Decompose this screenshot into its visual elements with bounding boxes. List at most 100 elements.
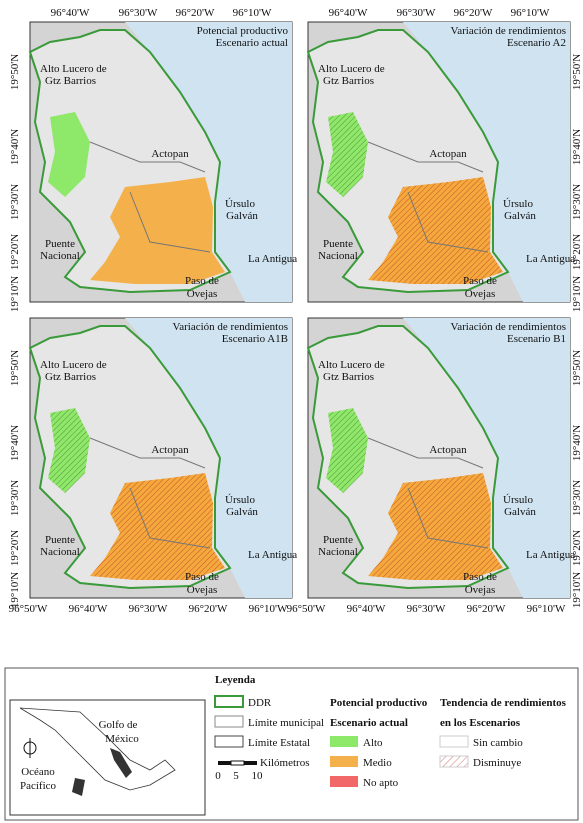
lon-label: 96°50'W (287, 603, 326, 615)
place-label: Puente (323, 238, 353, 250)
inset-label: Golfo de (99, 719, 138, 731)
lon-label: 96°20'W (454, 7, 493, 19)
legend-swatch (439, 755, 469, 768)
place-label: Alto Lucero de (318, 63, 385, 75)
lat-label: 19°40'N (9, 425, 21, 461)
place-label: Úrsulo (225, 198, 255, 210)
inset-region (72, 778, 85, 796)
scale-bar (218, 761, 231, 765)
place-label: Nacional (40, 546, 80, 558)
legend-frame (4, 667, 579, 821)
legend-swatch (214, 715, 244, 728)
panel-title: Escenario A1B (222, 333, 288, 345)
legend-heading: Tendencia de rendimientos (440, 697, 567, 709)
place-label: Paso de (463, 571, 497, 583)
high-zone (48, 408, 90, 493)
lon-label: 96°50'W (9, 603, 48, 615)
lon-label: 96°10'W (511, 7, 550, 19)
lat-label: 19°50'N (9, 350, 21, 386)
legend-swatch (330, 776, 358, 787)
lon-label: 96°40'W (347, 603, 386, 615)
panel-title: Escenario A2 (507, 37, 566, 49)
panel-title: Escenario actual (216, 37, 288, 49)
lon-label: 96°40'W (329, 7, 368, 19)
inset-mexico (19, 707, 176, 791)
municipal-line (407, 487, 489, 549)
place-label: Gtz Barrios (45, 75, 96, 87)
place-label: Úrsulo (503, 494, 533, 506)
legend-label: Alto (363, 737, 383, 749)
lat-label: 19°20'N (571, 234, 583, 270)
municipal-line (129, 487, 211, 549)
place-label: La Antigua (526, 549, 575, 561)
lat-label: 19°40'N (571, 425, 583, 461)
place-label: Galván (226, 506, 258, 518)
lat-label: 19°10'N (9, 276, 21, 312)
scale-bar (244, 761, 257, 765)
place-label: La Antigua (248, 549, 297, 561)
north-arrow (23, 738, 37, 758)
legend-label: No apto (363, 777, 399, 789)
place-label: La Antigua (526, 253, 575, 265)
panel-title: Escenario B1 (507, 333, 566, 345)
scale-tick: 10 (252, 770, 264, 782)
legend-label: Límite municipal (248, 717, 324, 729)
scale-tick: 5 (233, 770, 239, 782)
legend-swatch (330, 756, 358, 767)
place-label: Alto Lucero de (40, 359, 107, 371)
place-label: Ovejas (187, 288, 218, 300)
legend-heading: Escenario actual (330, 717, 408, 729)
place-label: Actopan (151, 444, 189, 456)
place-label: Puente (323, 534, 353, 546)
municipal-line (407, 191, 489, 253)
panel-title: Variación de rendimientos (451, 321, 566, 333)
high-zone (48, 112, 90, 197)
lat-label: 19°10'N (571, 276, 583, 312)
place-label: Úrsulo (503, 198, 533, 210)
legend-swatch (330, 736, 358, 747)
place-label: Gtz Barrios (323, 75, 374, 87)
lon-label: 96°20'W (176, 7, 215, 19)
place-label: Paso de (185, 275, 219, 287)
lat-label: 19°50'N (571, 54, 583, 90)
place-label: Actopan (429, 444, 467, 456)
medium-zone (368, 473, 503, 580)
lat-label: 19°10'N (9, 572, 21, 608)
legend-swatch (214, 735, 244, 748)
sea (125, 22, 292, 302)
place-label: Paso de (463, 275, 497, 287)
scale-unit: Kilómetros (260, 757, 310, 769)
sea (403, 318, 570, 598)
place-label: Puente (45, 534, 75, 546)
place-label: Ovejas (465, 288, 496, 300)
panel-title: Variación de rendimientos (451, 25, 566, 37)
lon-label: 96°40'W (51, 7, 90, 19)
legend-swatch (439, 735, 469, 748)
legend-heading: Potencial productivo (330, 697, 428, 709)
municipal-line (367, 437, 484, 469)
place-label: Nacional (318, 546, 358, 558)
legend-heading: en los Escenarios (440, 717, 521, 729)
lat-label: 19°50'N (571, 350, 583, 386)
lat-label: 19°30'N (571, 480, 583, 516)
lon-label: 96°30'W (119, 7, 158, 19)
medium-zone (90, 177, 225, 284)
place-label: Nacional (40, 250, 80, 262)
lon-label: 96°10'W (527, 603, 566, 615)
lon-label: 96°30'W (397, 7, 436, 19)
place-label: Alto Lucero de (318, 359, 385, 371)
lat-label: 19°40'N (571, 129, 583, 165)
legend-label: Medio (363, 757, 392, 769)
legend-label: DDR (248, 697, 272, 709)
municipal-line (89, 141, 206, 173)
lat-label: 19°10'N (571, 572, 583, 608)
inset-region (110, 748, 132, 778)
lat-label: 19°20'N (9, 234, 21, 270)
place-label: La Antigua (248, 253, 297, 265)
high-zone (326, 112, 368, 197)
lat-label: 19°50'N (9, 54, 21, 90)
